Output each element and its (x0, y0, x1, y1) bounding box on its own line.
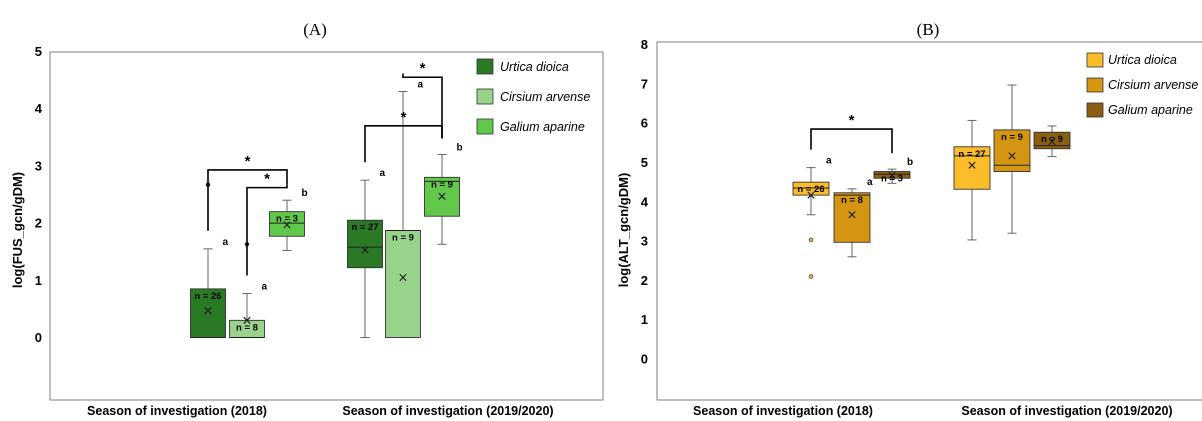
box-1 (833, 192, 871, 243)
box-0 (190, 288, 226, 338)
y-tick-label-1: 1 (35, 273, 42, 288)
mean-marker-1 (243, 316, 251, 324)
n-label-5: n = 9 (1041, 134, 1063, 145)
box-2 (269, 211, 305, 237)
y-tick-label-8: 8 (641, 37, 648, 52)
group-letter-1: a (262, 281, 268, 292)
significance-bracket-3 (402, 73, 443, 139)
panel-b: (B) log(ALT_gcn/gDM) Season of investiga… (616, 20, 1202, 418)
y-tick-label-3: 3 (35, 158, 42, 173)
mean-marker-1 (848, 211, 856, 219)
significance-bracket-1 (246, 184, 288, 276)
box-4 (385, 230, 421, 338)
group-letter-1: a (867, 177, 873, 188)
panel-a-legend: Urtica dioica Cirsium arvense Galium apa… (476, 58, 590, 135)
n-label-2: n = 3 (276, 214, 298, 225)
legend-b-swatch-cirsium (1086, 77, 1104, 93)
panel-b-title: (B) (917, 20, 940, 39)
y-tick-label-3: 3 (641, 234, 648, 249)
group-letter-0: a (826, 156, 832, 167)
panel-b-y-ticks: 0 1 2 3 4 5 6 7 8 (641, 37, 649, 366)
significance-star-0: * (245, 153, 251, 170)
box-3 (347, 219, 383, 269)
legend-a-swatch-cirsium (476, 88, 494, 105)
mean-marker-5 (1048, 138, 1056, 146)
mean-marker-5 (438, 192, 446, 200)
n-label-4: n = 9 (392, 233, 414, 244)
mean-marker-2 (888, 171, 896, 180)
y-tick-label-4: 4 (35, 101, 43, 116)
legend-b-swatch-galium (1086, 102, 1104, 118)
n-label-4: n = 9 (1001, 132, 1023, 143)
n-label-3: n = 27 (958, 149, 985, 160)
group-letter-4: a (418, 80, 424, 91)
panel-a-x-label-2019-2020: Season of investigation (2019/2020) (342, 404, 553, 418)
legend-b-galium: Galium aparine (1108, 103, 1193, 117)
y-tick-label-5: 5 (35, 44, 42, 59)
panel-a-plot: n = 26 a n = 8 a n = 3 b n = 27 a n = 9 a n = 9 b * *… (190, 60, 463, 338)
panel-a-y-ticks: 0 1 2 3 4 5 (35, 44, 43, 345)
box-5 (1033, 131, 1071, 150)
significance-star-2: * (401, 109, 407, 126)
mean-marker-0 (204, 306, 212, 315)
y-tick-label-4: 4 (641, 194, 649, 209)
mean-marker-4 (1008, 152, 1016, 160)
panel-a-frame (49, 51, 604, 401)
box-3 (953, 146, 991, 190)
y-tick-label-2: 2 (35, 216, 42, 231)
y-tick-label-2: 2 (641, 273, 648, 288)
panel-a-x-label-2018: Season of investigation (2018) (87, 404, 267, 418)
legend-a-swatch-galium (476, 118, 494, 135)
y-tick-label-0: 0 (35, 330, 42, 345)
panel-a: (A) log(FUS_gcn/gDM) Season of investiga… (10, 20, 604, 418)
n-label-0: n = 26 (194, 291, 221, 302)
box-4 (993, 129, 1031, 172)
n-label-2: n = 3 (881, 174, 903, 185)
n-label-0: n = 26 (797, 184, 824, 195)
n-label-1: n = 8 (236, 322, 258, 333)
y-tick-label-5: 5 (641, 155, 648, 170)
panel-b-x-label-2019-2020: Season of investigation (2019/2020) (961, 404, 1172, 418)
y-tick-label-6: 6 (641, 116, 648, 131)
y-tick-label-7: 7 (641, 76, 648, 91)
panel-a-y-axis-label: log(FUS_gcn/gDM) (10, 172, 25, 288)
mean-marker-3 (968, 161, 976, 169)
significance-star-1: * (264, 171, 270, 188)
outlier-0-1 (808, 274, 814, 279)
n-label-3: n = 27 (351, 222, 378, 233)
legend-a-swatch-urtica (476, 58, 494, 75)
panel-b-x-label-2018: Season of investigation (2018) (693, 404, 873, 418)
significance-star-0: * (849, 112, 855, 129)
significance-bracket-0 (810, 128, 893, 154)
mean-marker-2 (283, 221, 291, 229)
significance-bracket-0 (207, 169, 288, 231)
legend-b-swatch-urtica (1086, 52, 1104, 68)
outlier-0-0 (808, 237, 814, 243)
mean-marker-4 (399, 273, 407, 282)
legend-b-cirsium: Cirsium arvense (1108, 78, 1198, 92)
panel-b-plot: n = 26 a n = 8 a n = 3 b n = 27 n = 9 n = 9 * (792, 84, 1071, 279)
panel-b-legend: Urtica dioica Cirsium arvense Galium apa… (1086, 52, 1198, 118)
group-letter-2: b (907, 157, 913, 168)
group-letter-2: b (302, 188, 308, 199)
panel-b-frame (656, 41, 1202, 401)
panel-b-y-axis-label: log(ALT_gcn/gDM) (616, 173, 631, 288)
mean-marker-3 (361, 246, 369, 254)
legend-b-urtica: Urtica dioica (1108, 53, 1177, 67)
group-letter-5: b (457, 142, 463, 153)
group-letter-0: a (223, 237, 229, 248)
legend-a-urtica: Urtica dioica (500, 60, 569, 74)
legend-a-cirsium: Cirsium arvense (500, 90, 590, 104)
panel-a-title: (A) (303, 20, 327, 39)
y-tick-label-1: 1 (641, 312, 648, 327)
n-label-5: n = 9 (431, 179, 453, 190)
legend-a-galium: Galium aparine (500, 120, 585, 134)
significance-star-3: * (420, 60, 426, 77)
group-letter-3: a (380, 168, 386, 179)
y-tick-label-0: 0 (641, 352, 648, 367)
mean-marker-0 (807, 191, 815, 199)
n-label-1: n = 8 (841, 195, 863, 206)
